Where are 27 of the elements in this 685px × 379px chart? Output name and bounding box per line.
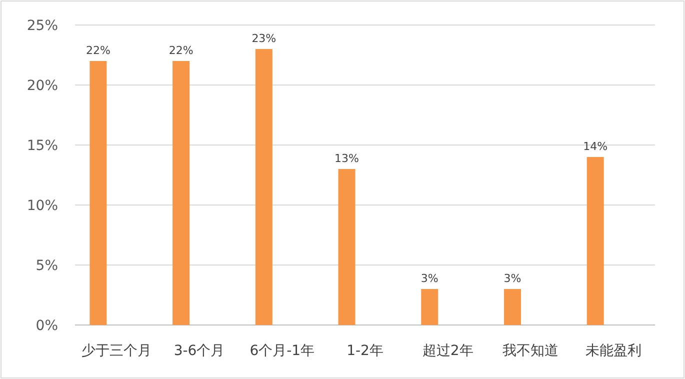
y-tick-label: 20% xyxy=(26,78,58,94)
data-label: 23% xyxy=(252,32,276,45)
x-tick-label: 6个月-1年 xyxy=(250,343,315,359)
x-tick-label: 我不知道 xyxy=(502,343,559,359)
bar xyxy=(90,61,107,325)
bar xyxy=(338,169,356,325)
data-label: 22% xyxy=(168,44,194,57)
x-tick-label: 1-2年 xyxy=(346,343,384,359)
bar xyxy=(172,61,190,325)
y-tick-label: 5% xyxy=(36,258,58,274)
bar xyxy=(421,289,438,325)
x-tick-label: 未能盈利 xyxy=(586,343,642,359)
data-label: 3% xyxy=(504,272,522,285)
y-tick-label: 25% xyxy=(26,18,58,34)
x-tick-label: 超过2年 xyxy=(422,343,474,359)
y-tick-label: 15% xyxy=(26,138,58,154)
x-tick-label: 少于三个月 xyxy=(81,343,152,359)
data-label: 3% xyxy=(420,272,438,285)
bar xyxy=(255,49,272,325)
data-label: 13% xyxy=(334,152,359,165)
data-label: 22% xyxy=(86,44,110,57)
x-tick-label: 3-6个月 xyxy=(174,343,225,359)
data-label: 14% xyxy=(583,140,608,153)
bar xyxy=(586,157,604,325)
y-tick-label: 0% xyxy=(36,318,58,334)
y-tick-label: 10% xyxy=(26,198,58,214)
bar xyxy=(504,289,521,325)
